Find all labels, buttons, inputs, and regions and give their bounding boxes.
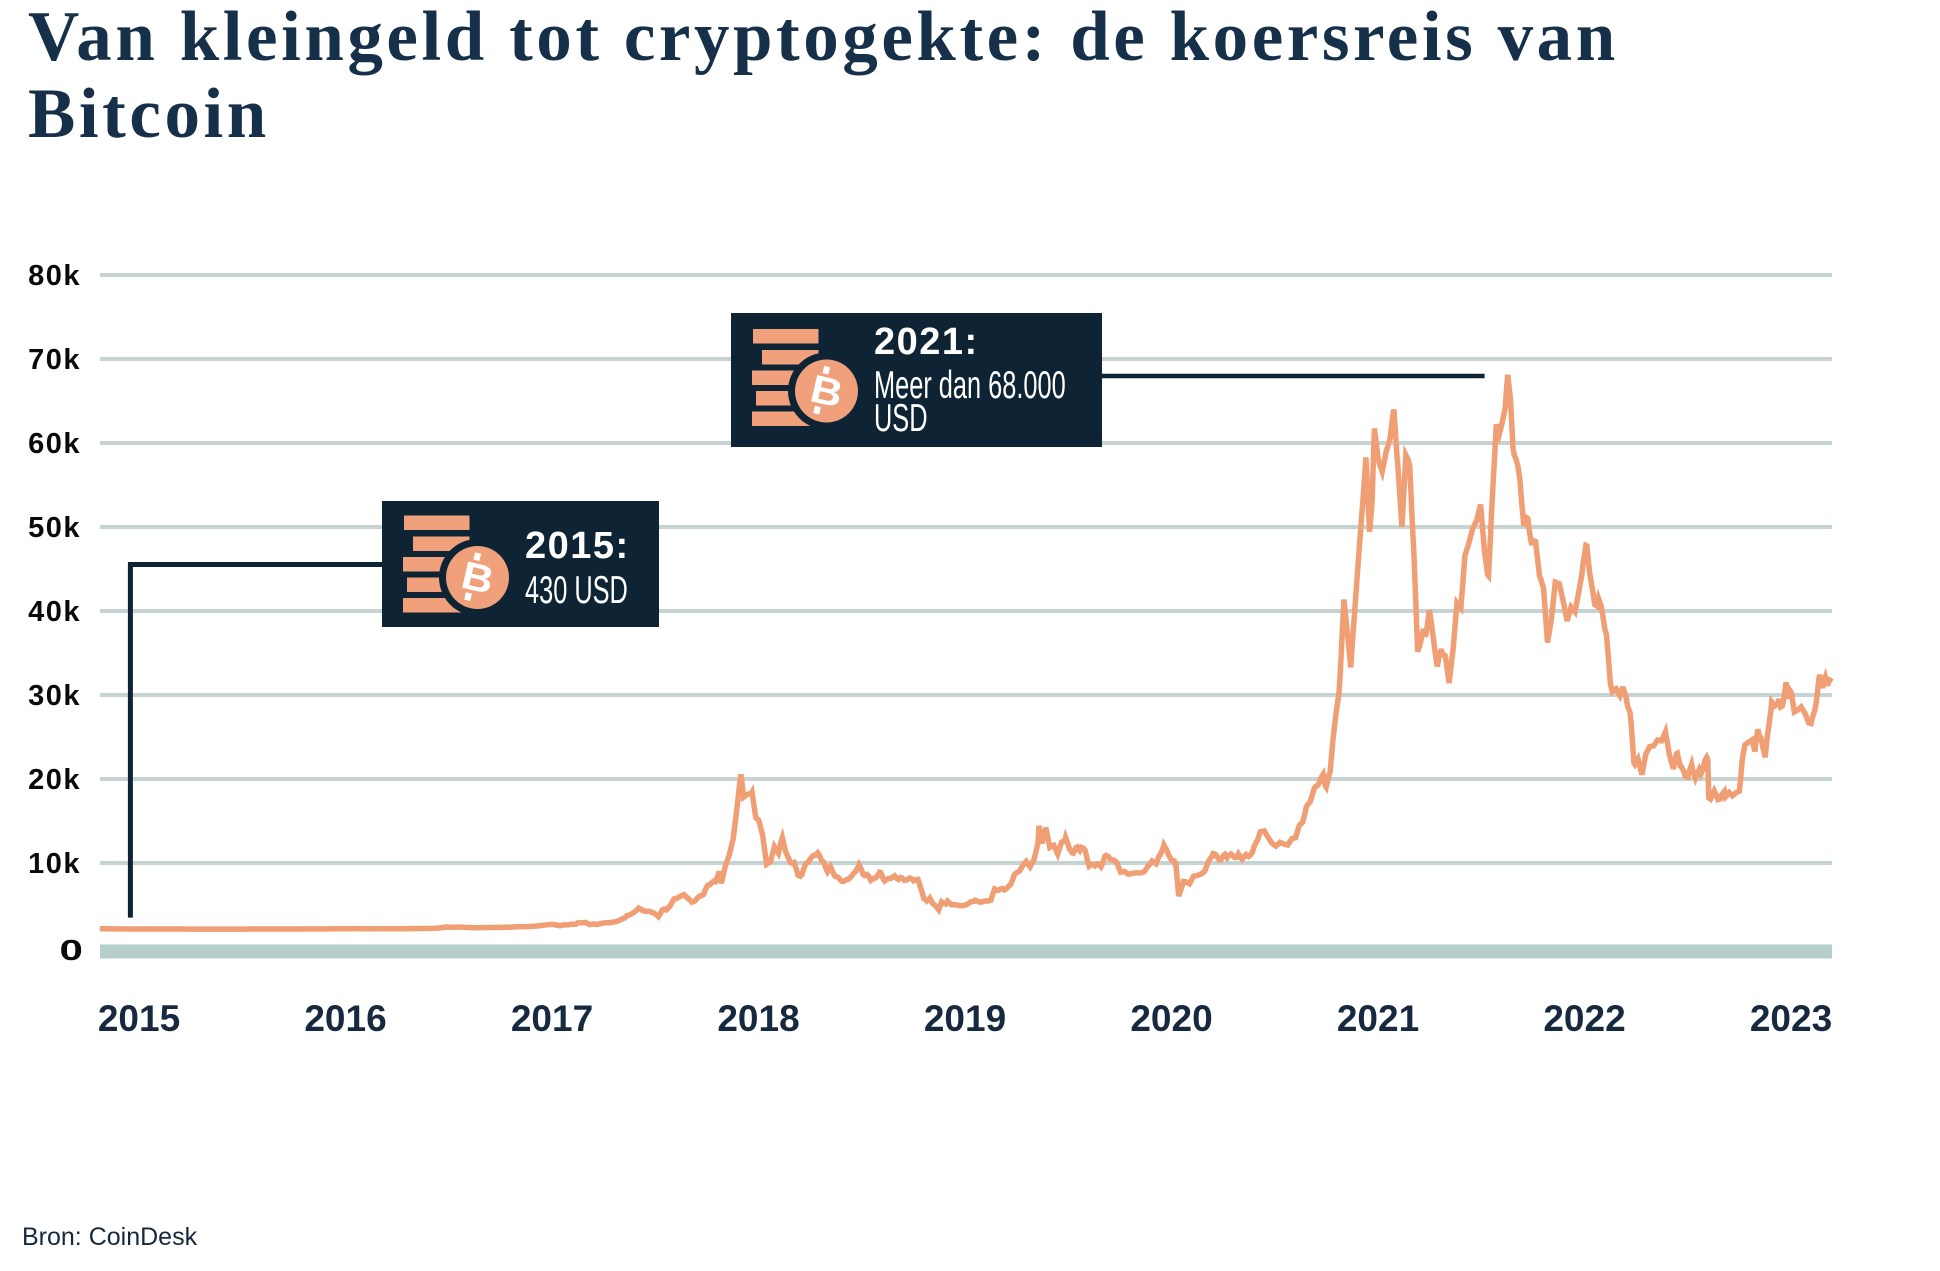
svg-text:30k: 30k	[28, 680, 81, 712]
svg-text:50k: 50k	[28, 512, 81, 544]
svg-text:2023: 2023	[1750, 998, 1832, 1039]
svg-text:2021: 2021	[1337, 998, 1419, 1039]
svg-text:0: 0	[60, 934, 86, 967]
svg-text:2018: 2018	[717, 998, 799, 1039]
svg-text:2017: 2017	[511, 998, 593, 1039]
svg-text:2015: 2015	[98, 998, 180, 1039]
svg-text:40k: 40k	[28, 596, 81, 628]
svg-text:2020: 2020	[1130, 998, 1212, 1039]
svg-text:20k: 20k	[28, 764, 81, 796]
svg-text:10k: 10k	[28, 848, 81, 880]
svg-text:2022: 2022	[1543, 998, 1625, 1039]
svg-text:70k: 70k	[28, 344, 81, 376]
svg-text:2019: 2019	[924, 998, 1006, 1039]
svg-text:80k: 80k	[28, 260, 81, 292]
svg-text:60k: 60k	[28, 428, 81, 460]
svg-text:2016: 2016	[304, 998, 386, 1039]
